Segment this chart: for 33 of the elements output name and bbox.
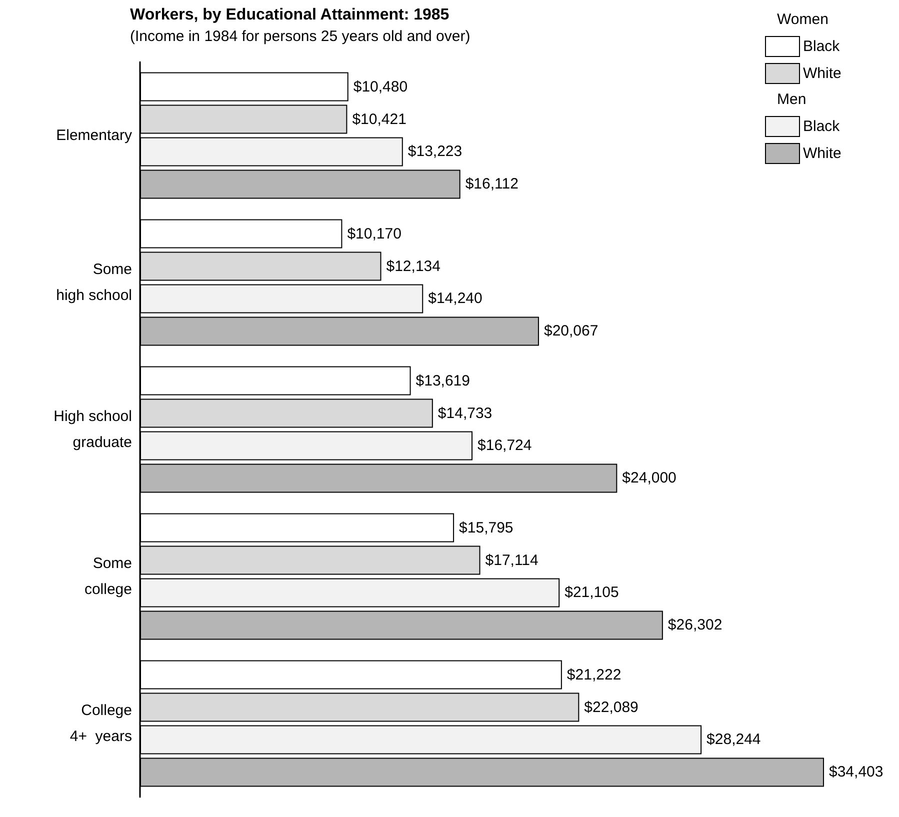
y-tick-label: Some college (84, 555, 132, 598)
annotation: Men (777, 91, 806, 108)
data-label: $22,089 (584, 698, 638, 716)
data-label: $34,403 (829, 764, 884, 781)
y-tick-label: Elementary (56, 127, 132, 144)
data-label: $21,222 (566, 666, 622, 684)
data-label: $15,795 (459, 519, 514, 536)
data-label: $16,112 (465, 176, 518, 193)
text: Women (777, 11, 828, 28)
data-label: $14,733 (438, 404, 492, 422)
data-label: $28,244 (706, 731, 761, 748)
data-label: $13,223 (408, 143, 462, 160)
data-label: $10,170 (347, 225, 402, 242)
data-label: $24,000 (622, 470, 676, 487)
data-label: $10,421 (352, 110, 406, 128)
y-tick-label: College 4+ years (70, 702, 132, 745)
data-label: $14,240 (428, 290, 482, 308)
y-tick-label: Some high school (56, 261, 132, 304)
data-label: $17,114 (485, 552, 538, 569)
data-label: $20,067 (544, 322, 598, 340)
legend-label: White (803, 65, 842, 82)
chart-subtitle: (Income in 1984 for persons 25 years old and over) (130, 28, 470, 45)
data-label: $16,724 (478, 437, 532, 454)
data-label: $10,480 (353, 78, 408, 96)
data-label: $12,134 (386, 258, 440, 275)
y-tick-label: High school graduate (54, 408, 132, 451)
data-label: $26,302 (668, 616, 722, 634)
data-label: $13,619 (416, 372, 470, 390)
legend-label: White (803, 145, 842, 162)
legend-label: Black (803, 118, 840, 135)
chart-title: Workers, by Educational Attainment: 1985 (130, 6, 450, 24)
legend-label: Black (803, 38, 840, 55)
data-label: $21,105 (564, 584, 619, 602)
